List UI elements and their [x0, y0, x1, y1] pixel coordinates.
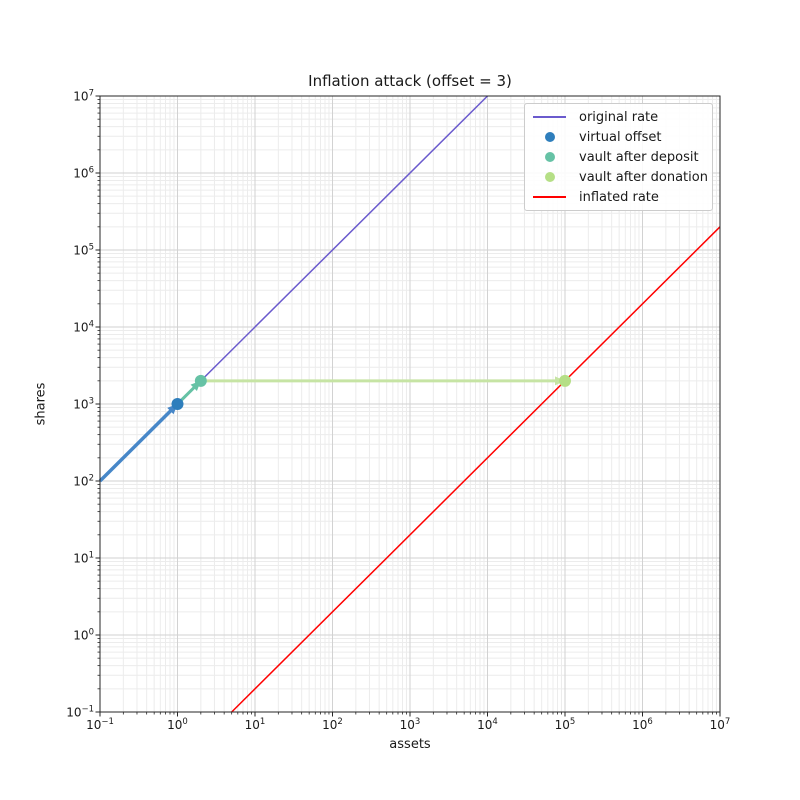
x-tick-label: 100	[167, 717, 188, 732]
series-line-inflated-rate	[231, 226, 721, 713]
y-axis-title: shares	[33, 382, 49, 426]
y-tick-label: 106	[73, 165, 94, 181]
x-tick-label: 10−1	[86, 717, 114, 732]
legend-entry: vault after deposit	[525, 147, 712, 167]
y-tick-label: 102	[73, 473, 94, 489]
legend: original rate virtual offset vault after d…	[524, 103, 713, 211]
x-tick-label: 101	[244, 717, 266, 732]
dot-icon	[544, 152, 555, 162]
legend-entry: vault after donation	[525, 167, 712, 187]
legend-dot-swatch	[533, 132, 566, 142]
legend-label: original rate	[579, 109, 659, 125]
y-tick-label: 101	[73, 550, 94, 566]
legend-entry: original rate	[525, 107, 712, 127]
x-tick-label: 102	[322, 717, 343, 732]
legend-line-swatch	[533, 116, 566, 118]
y-tick-label: 105	[73, 242, 94, 258]
x-axis-title: assets	[389, 737, 431, 752]
legend-label: inflated rate	[579, 189, 659, 205]
y-tick-label: 103	[73, 396, 94, 412]
legend-dot-swatch	[533, 172, 566, 182]
dot-icon	[544, 172, 555, 182]
marker-vault-after-donation	[559, 374, 571, 387]
y-tick-label: 107	[73, 88, 94, 104]
legend-label: virtual offset	[579, 129, 662, 145]
x-tick-label: 103	[399, 717, 421, 732]
x-tick-label: 104	[477, 717, 498, 732]
legend-line-swatch	[533, 196, 566, 198]
legend-label: vault after deposit	[579, 149, 699, 165]
y-tick-label: 104	[73, 319, 94, 335]
chart-title: Inflation attack (offset = 3)	[308, 72, 512, 90]
y-tick-label: 100	[73, 627, 94, 643]
x-tick-label: 105	[554, 717, 576, 732]
legend-label: vault after donation	[579, 169, 708, 185]
dot-icon	[544, 132, 555, 142]
line-icon	[533, 196, 566, 198]
y-tick-label: 10−1	[66, 704, 94, 720]
legend-entry: virtual offset	[525, 127, 712, 147]
x-tick-label: 106	[632, 717, 653, 732]
marker-vault-after-deposit	[194, 374, 207, 387]
legend-dot-swatch	[533, 152, 566, 162]
arrow-shaft	[98, 409, 173, 483]
line-icon	[533, 116, 566, 118]
legend-entry: inflated rate	[525, 187, 712, 207]
x-tick-label: 107	[709, 717, 731, 732]
marker-virtual-offset	[171, 398, 184, 410]
